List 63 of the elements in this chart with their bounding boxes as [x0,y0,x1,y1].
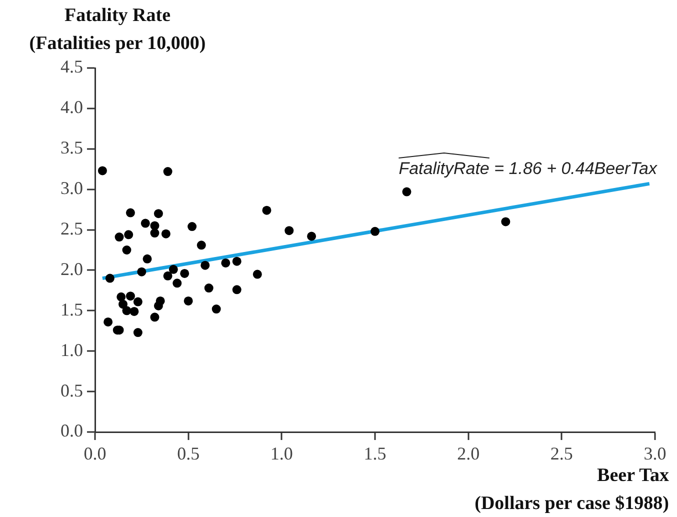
point [126,292,135,301]
point [284,226,294,236]
point [188,222,197,232]
point [204,284,214,293]
y-tick-label: 1.5 [60,299,83,320]
point [163,167,172,176]
point [105,274,114,283]
point [122,306,132,316]
point [402,187,412,196]
point [142,254,152,264]
point [130,306,139,316]
x-tick-label: 3.0 [644,444,666,464]
point [168,264,178,274]
point [137,267,146,276]
point [122,246,132,254]
y-axis-title: Fatality Rate (Fatalities per 10,000) [28,4,207,56]
x-tick-label: 0.0 [84,444,106,464]
point [133,297,142,306]
point [104,317,113,326]
annotation: FatalityRate = 1.86 + 0.44BeerTax [398,159,658,178]
point [150,228,160,238]
y-tick-label: 3.5 [60,138,83,158]
y-tick-label: 4.5 [60,56,83,77]
point [118,300,128,309]
point [163,271,172,280]
point [184,296,193,306]
point [232,256,242,266]
point [154,301,163,310]
y-tick-label: 0.0 [60,420,83,441]
x-tick-label: 1.0 [270,444,293,464]
point [98,166,107,176]
point [150,312,160,322]
point [200,260,210,270]
point [196,240,206,250]
point [232,285,242,294]
y-tick-label: 0.5 [60,380,83,400]
x-axis-title: Beer Tax (Dollars per case $1988) [474,464,669,516]
point [501,217,510,226]
point [370,226,380,236]
point [172,278,182,288]
point [161,229,170,238]
point [114,232,124,242]
y-tick-label: 4.0 [60,97,83,118]
point [212,304,221,314]
point [140,218,150,228]
point [126,208,135,218]
point [124,230,134,240]
y-tick-label: 2.5 [60,218,83,239]
point [221,258,230,268]
point [262,206,272,215]
x-tick-label: 1.5 [364,444,386,464]
point [180,268,190,278]
x-tick-label: 2.0 [457,444,480,464]
point [154,209,163,218]
point [133,328,142,338]
y-tick-label: 3.0 [60,178,83,198]
point [307,232,316,241]
y-tick-label: 1.0 [60,340,83,360]
x-tick-label: 2.5 [550,444,573,464]
x-tick-label: 0.5 [177,444,200,464]
point [252,270,262,279]
y-tick-label: 2.0 [60,258,83,279]
point [116,292,126,302]
